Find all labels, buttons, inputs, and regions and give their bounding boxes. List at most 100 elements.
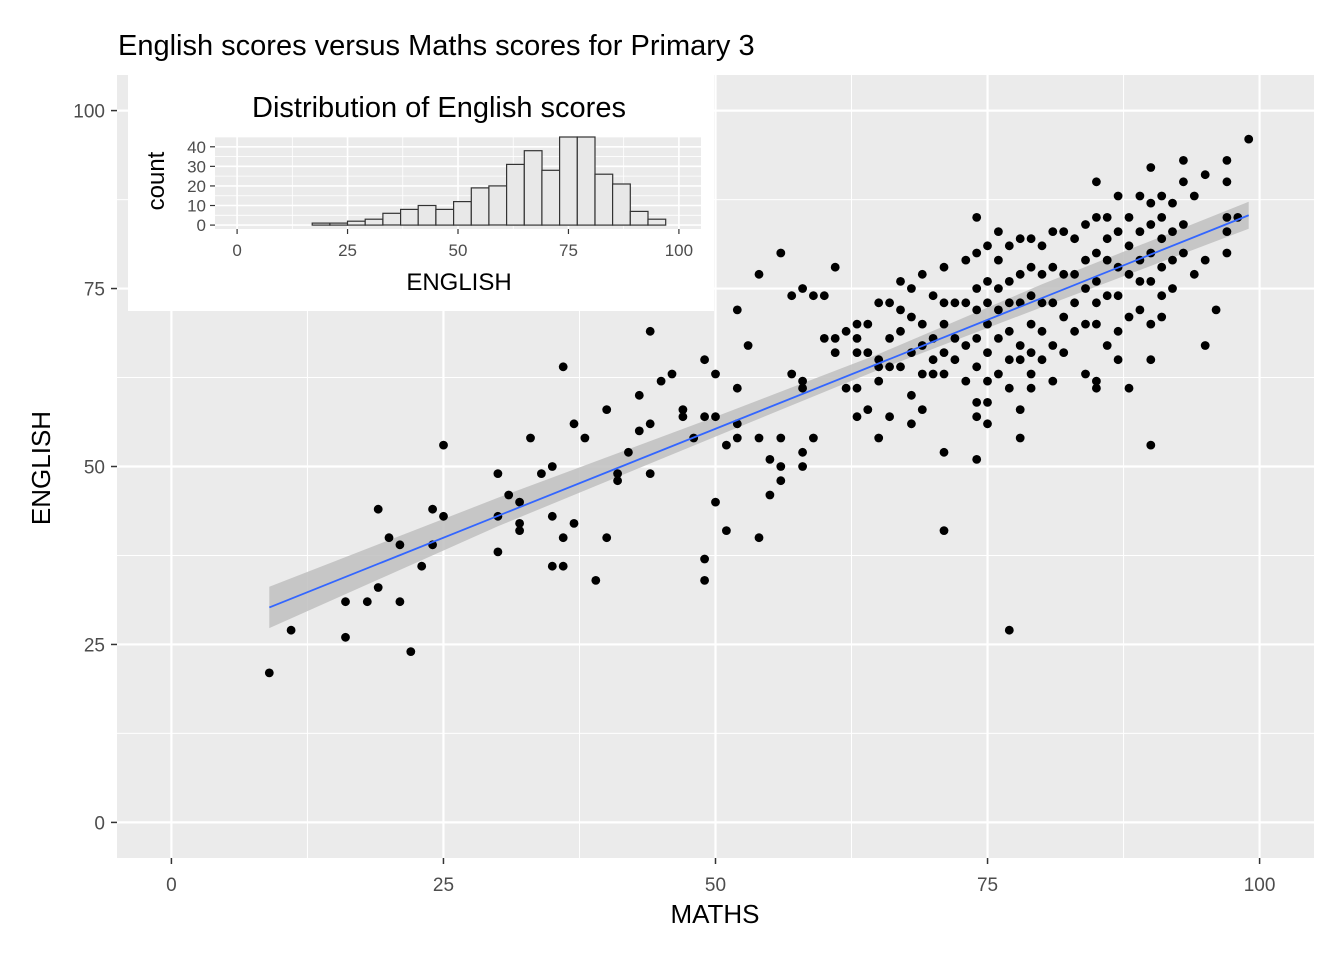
data-point	[700, 412, 709, 422]
data-point	[874, 433, 884, 443]
data-point	[286, 625, 296, 635]
data-point	[994, 284, 1003, 293]
data-point	[1026, 348, 1036, 357]
inset-y-tick-label: 20	[187, 177, 206, 196]
data-point	[907, 390, 916, 400]
data-point	[939, 262, 949, 272]
data-point	[1124, 241, 1134, 251]
data-point	[624, 447, 633, 457]
data-point	[1026, 383, 1036, 393]
data-point	[1070, 298, 1079, 308]
data-point	[1222, 248, 1232, 258]
data-point	[798, 376, 807, 386]
data-point	[972, 284, 982, 293]
data-point	[504, 490, 514, 500]
data-point	[1004, 277, 1014, 286]
histogram-bar	[329, 222, 349, 226]
inset-x-tick-label: 0	[232, 241, 241, 260]
data-point	[1004, 241, 1014, 251]
data-point	[656, 376, 666, 386]
data-point	[754, 533, 764, 543]
data-point	[722, 440, 731, 450]
data-point	[1113, 291, 1123, 301]
x-tick-label: 25	[433, 875, 454, 896]
data-point	[1004, 326, 1014, 336]
inset-y-axis-title: count	[143, 151, 170, 210]
data-point	[1113, 227, 1123, 237]
data-point	[493, 547, 503, 557]
data-point	[852, 412, 862, 422]
data-point	[1146, 163, 1156, 172]
data-point	[907, 312, 916, 322]
data-point	[591, 576, 601, 585]
data-point	[700, 576, 709, 585]
data-point	[983, 298, 992, 308]
data-point	[1015, 355, 1025, 365]
data-point	[417, 561, 427, 571]
data-point	[1113, 355, 1123, 365]
data-point	[634, 426, 644, 436]
data-point	[819, 334, 829, 343]
histogram-bar	[435, 208, 455, 226]
data-point	[830, 348, 840, 357]
histogram-bar	[453, 201, 472, 226]
data-point	[907, 284, 916, 293]
data-point	[1102, 234, 1112, 244]
data-point	[700, 355, 709, 365]
data-point	[558, 362, 568, 372]
histogram-bar	[611, 183, 631, 226]
data-point	[863, 348, 873, 357]
histogram-bar	[558, 136, 578, 226]
data-point	[972, 305, 982, 315]
data-point	[558, 561, 568, 571]
data-point	[950, 298, 960, 308]
data-point	[1081, 255, 1090, 265]
histogram-bar	[417, 204, 437, 226]
trend-line	[269, 214, 1250, 609]
data-point	[852, 319, 862, 329]
histogram-inset: Distribution of English scores 0 25 50 75 10…	[128, 75, 714, 311]
data-point	[939, 369, 949, 379]
data-point	[972, 455, 982, 464]
data-point	[983, 319, 992, 329]
histogram-bar	[506, 163, 525, 226]
data-point	[1048, 298, 1058, 308]
data-point	[373, 583, 383, 592]
data-point	[754, 269, 764, 279]
chart-title: English scores versus Maths scores for P…	[118, 30, 755, 62]
data-point	[776, 248, 786, 258]
data-point	[885, 334, 894, 343]
data-point	[983, 348, 992, 357]
data-point	[1048, 227, 1058, 237]
data-point	[1059, 348, 1069, 357]
data-point	[928, 369, 938, 379]
data-point	[917, 405, 927, 414]
data-point	[1102, 213, 1112, 222]
data-point	[896, 362, 905, 372]
data-point	[1179, 177, 1188, 187]
x-tick-label: 50	[705, 875, 726, 896]
data-point	[1102, 341, 1112, 350]
data-point	[1146, 319, 1156, 329]
data-point	[1113, 326, 1123, 336]
data-point	[558, 533, 568, 543]
data-point	[830, 262, 840, 272]
data-point	[515, 497, 524, 507]
data-point	[798, 383, 807, 393]
histogram-bar	[488, 185, 508, 226]
data-point	[1081, 319, 1090, 329]
data-point	[798, 462, 807, 471]
data-point	[1081, 284, 1090, 293]
histogram-bar	[382, 212, 402, 226]
data-point	[950, 334, 960, 343]
data-point	[373, 504, 383, 514]
data-point	[896, 305, 905, 315]
data-point	[765, 490, 775, 500]
data-point	[602, 405, 612, 414]
data-point	[1092, 248, 1101, 258]
data-point	[809, 433, 818, 443]
data-point	[1048, 341, 1058, 350]
data-point	[1070, 234, 1079, 244]
data-point	[917, 319, 927, 329]
data-point	[798, 284, 807, 293]
